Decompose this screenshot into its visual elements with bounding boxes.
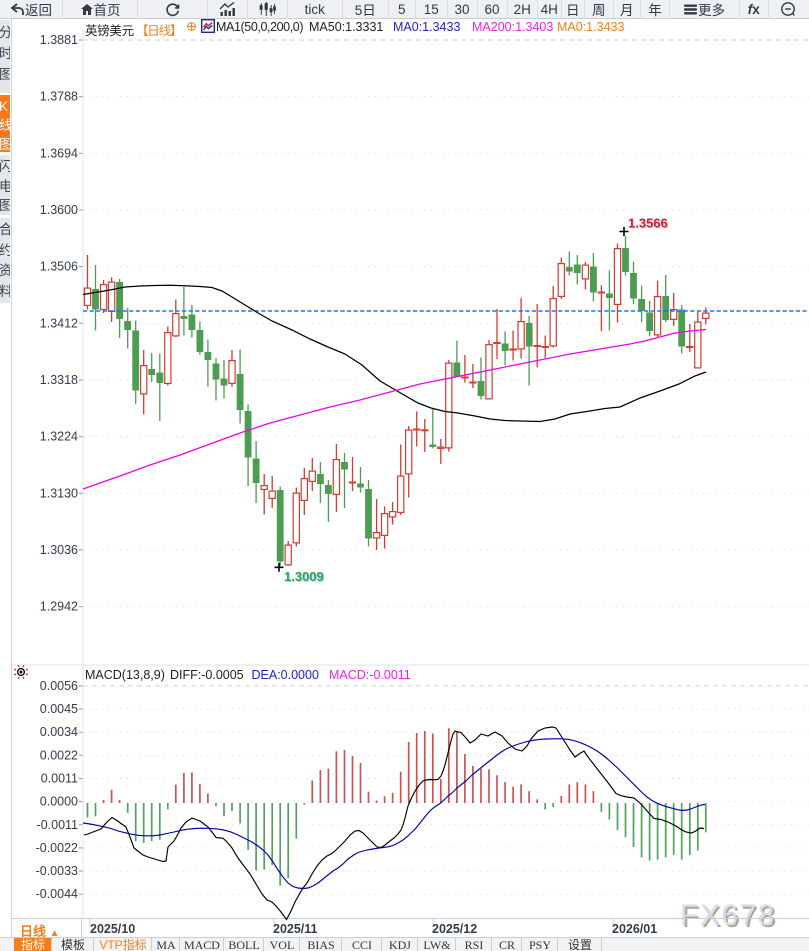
svg-text:1.3600: 1.3600: [40, 203, 78, 217]
svg-text:1.3694: 1.3694: [40, 146, 78, 160]
svg-text:0.0034: 0.0034: [40, 725, 78, 739]
svg-text:1.3788: 1.3788: [40, 90, 78, 104]
svg-text:1.2942: 1.2942: [40, 600, 78, 614]
svg-text:1.3009: 1.3009: [284, 569, 324, 584]
svg-text:1.3318: 1.3318: [40, 373, 78, 387]
svg-text:0.0011: 0.0011: [41, 772, 78, 786]
svg-text:1.3224: 1.3224: [40, 430, 78, 444]
svg-text:-0.0022: -0.0022: [36, 841, 78, 855]
svg-text:1.3506: 1.3506: [40, 260, 78, 274]
svg-text:-0.0011: -0.0011: [37, 818, 79, 832]
svg-text:1.3130: 1.3130: [40, 486, 78, 500]
svg-text:1.3881: 1.3881: [40, 33, 78, 47]
svg-text:1.3036: 1.3036: [40, 543, 78, 557]
svg-text:0.0045: 0.0045: [40, 702, 78, 716]
svg-text:0.0022: 0.0022: [40, 748, 78, 762]
svg-text:0.0000: 0.0000: [40, 795, 78, 809]
svg-text:0.0056: 0.0056: [40, 679, 78, 693]
svg-text:1.3412: 1.3412: [40, 316, 78, 330]
svg-text:1.3566: 1.3566: [628, 216, 668, 231]
svg-text:-0.0044: -0.0044: [36, 887, 78, 901]
svg-text:-0.0033: -0.0033: [36, 864, 78, 878]
